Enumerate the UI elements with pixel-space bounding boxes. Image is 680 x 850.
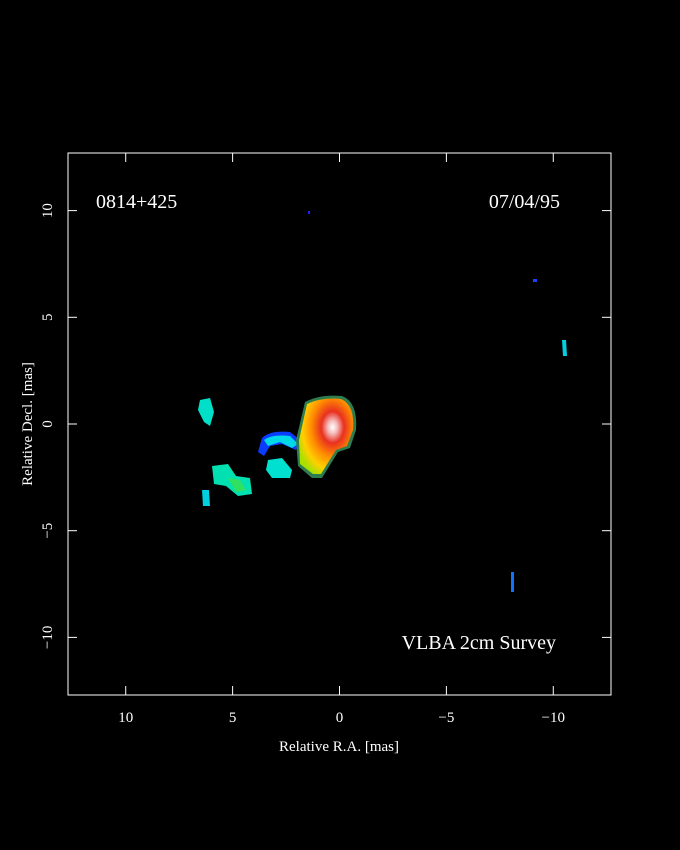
x-tick-label: 10 — [118, 710, 133, 726]
y-tick-label: 0 — [40, 420, 56, 428]
blob — [264, 435, 298, 448]
x-axis-label: Relative R.A. [mas] — [279, 739, 399, 755]
blob — [266, 458, 292, 478]
blob — [299, 398, 354, 474]
emission — [198, 211, 567, 592]
blob — [198, 398, 214, 426]
x-tick-label: 5 — [229, 710, 237, 726]
blob — [202, 490, 210, 506]
y-tick-label: 5 — [40, 314, 56, 322]
source-name: 0814+425 — [96, 191, 177, 213]
x-tick-label: −5 — [438, 710, 454, 726]
blob — [533, 279, 537, 282]
blob — [562, 340, 567, 356]
y-axis-label: Relative Decl. [mas] — [20, 362, 36, 486]
y-tick-label: −5 — [40, 523, 56, 539]
blob — [511, 572, 514, 592]
date: 07/04/95 — [489, 191, 560, 213]
x-tick-label: 0 — [336, 710, 344, 726]
annotation: VLBA 2cm Survey — [402, 632, 556, 654]
y-tick-label: −10 — [40, 626, 56, 649]
blob — [308, 211, 310, 214]
y-tick-label: 10 — [40, 203, 56, 218]
x-tick-label: −10 — [542, 710, 565, 726]
blob — [228, 478, 246, 492]
